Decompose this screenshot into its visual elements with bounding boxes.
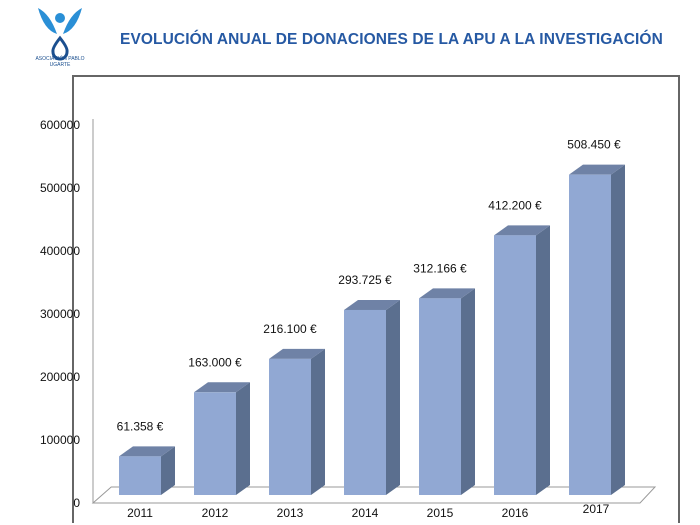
data-label: 216.100 €	[263, 322, 317, 336]
bar	[119, 456, 161, 495]
x-tick-label: 2013	[277, 506, 304, 520]
bar	[494, 235, 536, 495]
data-label: 312.166 €	[413, 261, 467, 275]
logo	[38, 8, 82, 61]
x-tick-label: 2016	[502, 506, 529, 520]
bar	[344, 309, 386, 495]
logo-text: ASOCIACIÓN PABLO UGARTE	[35, 56, 85, 68]
bar	[569, 174, 611, 495]
chart-frame	[72, 75, 680, 523]
x-tick-label: 2012	[202, 506, 229, 520]
y-tick-label: 400000	[40, 244, 80, 258]
bar	[269, 358, 311, 495]
data-label: 293.725 €	[338, 273, 392, 287]
bar-top	[194, 382, 250, 393]
page-title: EVOLUCIÓN ANUAL DE DONACIONES DE LA APU …	[120, 31, 663, 48]
bar-top	[569, 164, 625, 175]
bar-side	[161, 446, 175, 495]
y-tick-label: 500000	[40, 181, 80, 195]
bar-side	[236, 382, 250, 495]
y-tick-label: 0	[73, 496, 80, 510]
bar-top	[494, 225, 550, 236]
data-label: 508.450 €	[567, 138, 621, 152]
bar-top	[119, 446, 175, 457]
bar	[194, 392, 236, 495]
bar-side	[311, 348, 325, 495]
bar-side	[536, 225, 550, 495]
bar-side	[461, 288, 475, 495]
x-tick-label: 2017	[583, 502, 610, 516]
x-tick-label: 2015	[427, 506, 454, 520]
bar-top	[344, 299, 400, 310]
y-tick-label: 300000	[40, 307, 80, 321]
x-tick-label: 2014	[352, 506, 379, 520]
bar-top	[419, 288, 475, 299]
bar-side	[386, 299, 400, 495]
y-tick-label: 600000	[40, 118, 80, 132]
data-label: 163.000 €	[188, 355, 242, 369]
data-label: 61.358 €	[117, 419, 164, 433]
bar-side	[611, 164, 625, 495]
data-label: 412.200 €	[488, 198, 542, 212]
bar	[419, 298, 461, 495]
bar-top	[269, 348, 325, 359]
y-tick-label: 100000	[40, 433, 80, 447]
x-tick-label: 2011	[127, 506, 153, 520]
y-tick-label: 200000	[40, 370, 80, 384]
chart-floor	[91, 486, 657, 504]
